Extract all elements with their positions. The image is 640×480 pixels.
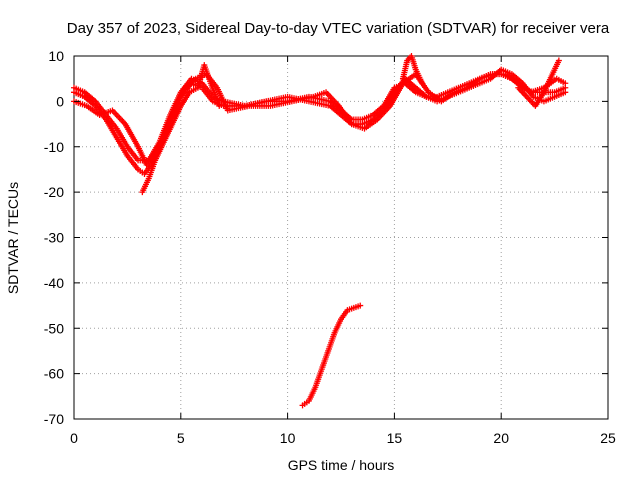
y-tick-label: -30 — [44, 230, 64, 246]
y-tick-label: -50 — [44, 320, 64, 336]
y-tick-label: -40 — [44, 275, 64, 291]
data-point — [419, 80, 426, 87]
ticks: 0 5 10 15 20 25 10 0 -10 -20 -30 -40 -50 -60 -70 — [44, 48, 616, 446]
data-point — [555, 57, 562, 64]
x-tick-label: 25 — [600, 430, 616, 446]
chart-title: Day 357 of 2023, Sidereal Day-to-day VTE… — [67, 20, 610, 37]
x-tick-label: 0 — [70, 430, 78, 446]
y-tick-label: 0 — [56, 93, 64, 109]
series-track-7 — [299, 302, 364, 409]
x-tick-label: 15 — [387, 430, 403, 446]
x-tick-label: 20 — [493, 430, 509, 446]
y-tick-label: 10 — [48, 48, 64, 64]
y-tick-label: -60 — [44, 366, 64, 382]
y-tick-label: -70 — [44, 411, 64, 427]
x-tick-label: 5 — [177, 430, 185, 446]
series-track-5 — [399, 53, 426, 87]
data-point — [562, 89, 569, 96]
series-track-6 — [515, 57, 562, 109]
x-tick-label: 10 — [280, 430, 296, 446]
x-axis-label: GPS time / hours — [288, 457, 395, 473]
data-point — [562, 80, 569, 87]
data-point — [357, 302, 364, 309]
y-tick-label: -20 — [44, 184, 64, 200]
data-marks — [71, 53, 569, 409]
y-axis-label: SDTVAR / TECUs — [5, 182, 21, 294]
data-point — [216, 102, 223, 109]
y-tick-label: -10 — [44, 139, 64, 155]
series-track-4 — [139, 62, 223, 196]
